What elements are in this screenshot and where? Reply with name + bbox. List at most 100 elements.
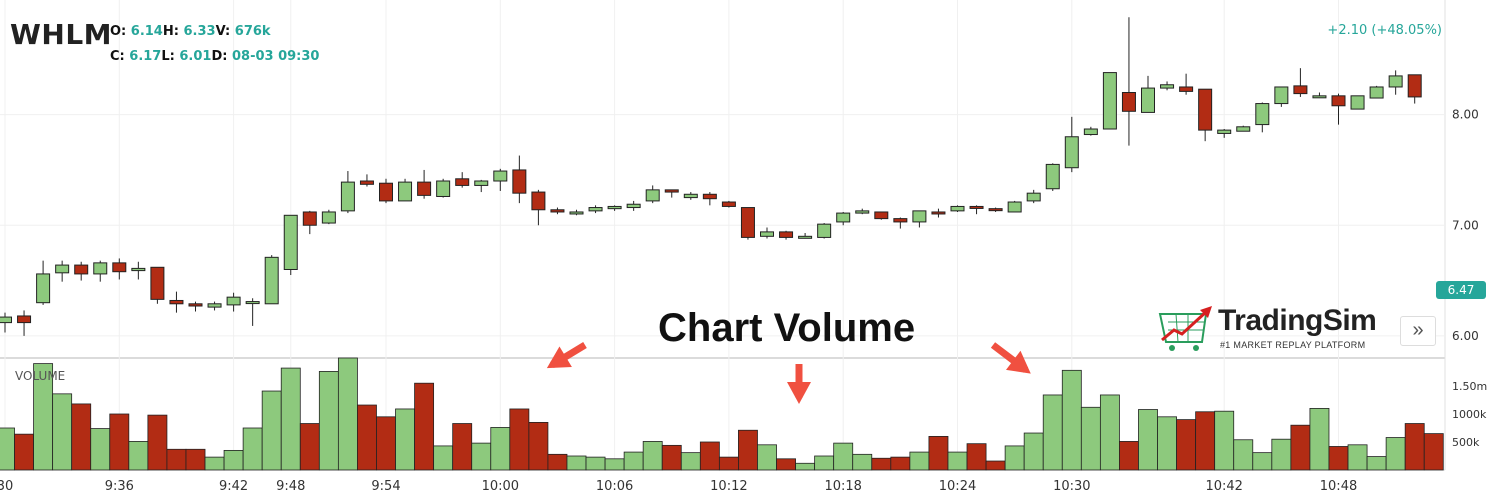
volume-bar [947, 451, 968, 471]
low-label: L: [161, 49, 175, 64]
candle-body [1102, 72, 1117, 130]
volume-bar [985, 460, 1006, 471]
volume-tick-label: 500k [1452, 436, 1480, 449]
candle-body [1274, 86, 1289, 105]
volume-bar [909, 451, 930, 471]
arrow-down-head [787, 382, 811, 404]
candle-body [169, 299, 184, 305]
candle-body [1350, 95, 1365, 110]
volume-bar [414, 382, 435, 471]
volume-bar [1099, 394, 1120, 471]
candle-body [550, 209, 565, 213]
volume-bar [433, 445, 454, 471]
volume-bar [1233, 439, 1254, 471]
chart-grid [0, 0, 1446, 471]
candle-body [683, 193, 698, 199]
time-tick-label: 10:06 [596, 479, 633, 494]
volume-bar [852, 453, 873, 471]
volume-tick-label: 1000k [1452, 408, 1487, 421]
volume-bar [1423, 433, 1444, 471]
low-value: 6.01 [179, 49, 212, 64]
candle-body [1293, 85, 1308, 95]
volume-bar [699, 441, 720, 471]
volume-bar [642, 441, 663, 471]
volume-bar [738, 429, 758, 471]
volume-bar [280, 367, 301, 471]
candle-body [760, 231, 774, 237]
volume-bar [814, 455, 835, 471]
time-tick-label: 9:42 [219, 479, 248, 494]
candle-body [607, 205, 622, 210]
candle-body [436, 180, 451, 197]
volume-value: 676k [234, 24, 271, 39]
volume-bar [376, 416, 396, 471]
candle-body [1388, 75, 1403, 88]
volume-bar [1328, 446, 1349, 471]
candle-body [969, 205, 984, 209]
candle-body [531, 191, 546, 211]
volume-bar [890, 456, 911, 471]
price-tick-label: 7.00 [1452, 218, 1479, 232]
logo-tagline: #1 MARKET REPLAY PLATFORM [1220, 340, 1366, 350]
candle-body [817, 223, 832, 238]
close-value: 6.17 [129, 49, 162, 64]
volume-bar [1309, 407, 1330, 471]
volume-bar [223, 449, 244, 471]
volume-bars [0, 357, 1444, 471]
candle-body [1369, 86, 1384, 99]
volume-bar [109, 413, 130, 471]
candle-body [1064, 136, 1079, 169]
double-chevron-right-icon[interactable]: » [1400, 316, 1436, 346]
volume-bar [1385, 437, 1406, 471]
volume-bar [1042, 394, 1063, 471]
candle-body [0, 316, 12, 324]
volume-bar [566, 455, 587, 471]
candle-body [874, 211, 889, 220]
volume-bar [357, 404, 377, 471]
volume-pane-label: VOLUME [15, 369, 66, 383]
volume-bar [1023, 432, 1044, 471]
candle-body [626, 203, 641, 209]
time-tick-label: 9:48 [276, 479, 305, 494]
candle-body [836, 212, 851, 223]
time-tick-label: 30 [0, 479, 13, 494]
volume-bar [1195, 411, 1216, 471]
volume-bar [1366, 456, 1387, 471]
candle-body [950, 205, 965, 212]
candle-body [1312, 95, 1327, 99]
volume-bar [71, 403, 92, 471]
candle-body [359, 180, 374, 185]
candle-body [245, 301, 260, 305]
candle-body [1331, 95, 1346, 107]
candle-body [893, 218, 908, 223]
time-tick-label: 9:36 [105, 479, 134, 494]
volume-bar [604, 458, 625, 471]
candle-body [512, 169, 527, 194]
volume-bar [90, 428, 111, 471]
current-price-badge: 6.47 [1436, 281, 1486, 299]
candle-body [379, 182, 393, 202]
candle-body [588, 207, 603, 212]
volume-bar [528, 421, 549, 471]
volume-bar [871, 457, 892, 471]
volume-bar [1290, 424, 1311, 471]
candle-body [855, 210, 870, 214]
candle-body [1198, 88, 1213, 131]
candle-body [1026, 192, 1041, 202]
volume-bar [14, 433, 34, 471]
axes: 8.00 7.00 6.00 1.50m 1000k 500k 30 9:36 9:42 9:48… [0, 108, 1487, 494]
candle-body [455, 178, 470, 186]
volume-bar [833, 442, 854, 471]
candle-body [798, 235, 813, 239]
volume-bar [1138, 409, 1158, 471]
volume-bar [1404, 423, 1425, 471]
time-tick-label: 10:48 [1320, 479, 1357, 494]
volume-bar [757, 444, 777, 471]
candle-body [74, 264, 89, 275]
price-candles [0, 17, 1422, 336]
volume-bar [242, 427, 263, 471]
volume-bar [1176, 419, 1197, 471]
candle-body [55, 264, 70, 274]
candle-body [36, 273, 51, 304]
